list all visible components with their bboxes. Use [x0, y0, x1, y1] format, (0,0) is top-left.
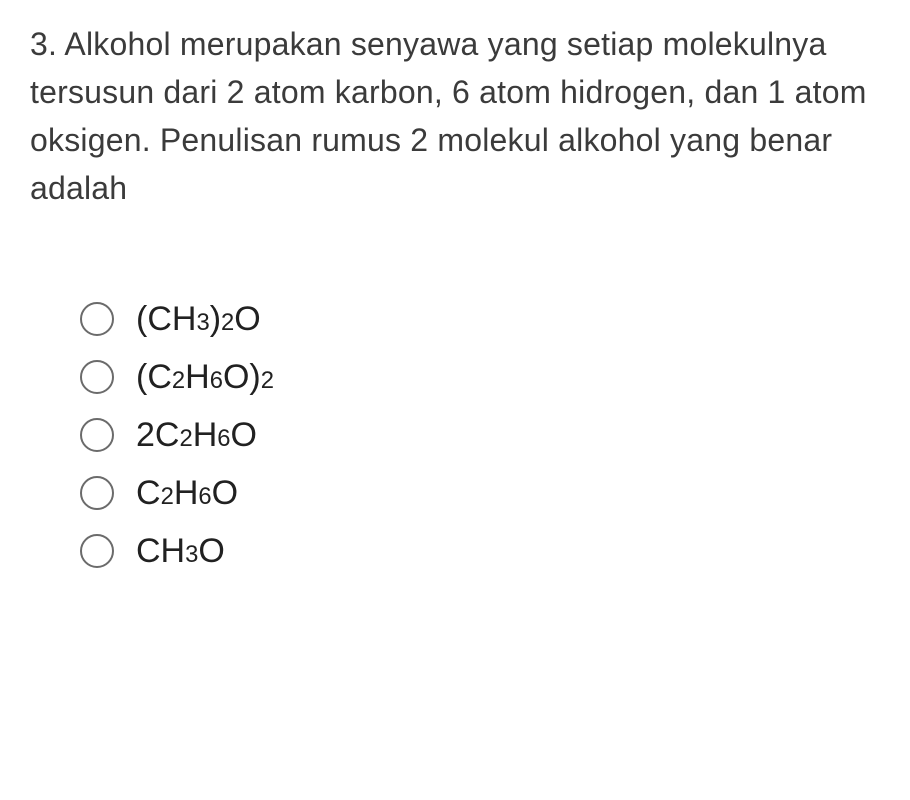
- option-label: (C2H6O)2: [136, 360, 274, 394]
- option-label: (CH3)2O: [136, 302, 261, 336]
- radio-icon[interactable]: [80, 360, 114, 394]
- option-row[interactable]: CH3O: [80, 534, 880, 568]
- question-number: 3.: [30, 26, 57, 62]
- option-label: 2C2H6O: [136, 418, 257, 452]
- question-body: Alkohol merupakan senyawa yang setiap mo…: [30, 26, 867, 206]
- option-row[interactable]: (C2H6O)2: [80, 360, 880, 394]
- options-list: (CH3)2O (C2H6O)2 2C2H6O C2H6O CH3O: [30, 302, 880, 568]
- question-text: 3. Alkohol merupakan senyawa yang setiap…: [30, 20, 880, 212]
- option-label: C2H6O: [136, 476, 238, 510]
- option-row[interactable]: (CH3)2O: [80, 302, 880, 336]
- radio-icon[interactable]: [80, 534, 114, 568]
- option-row[interactable]: C2H6O: [80, 476, 880, 510]
- option-row[interactable]: 2C2H6O: [80, 418, 880, 452]
- radio-icon[interactable]: [80, 302, 114, 336]
- radio-icon[interactable]: [80, 476, 114, 510]
- option-label: CH3O: [136, 534, 225, 568]
- radio-icon[interactable]: [80, 418, 114, 452]
